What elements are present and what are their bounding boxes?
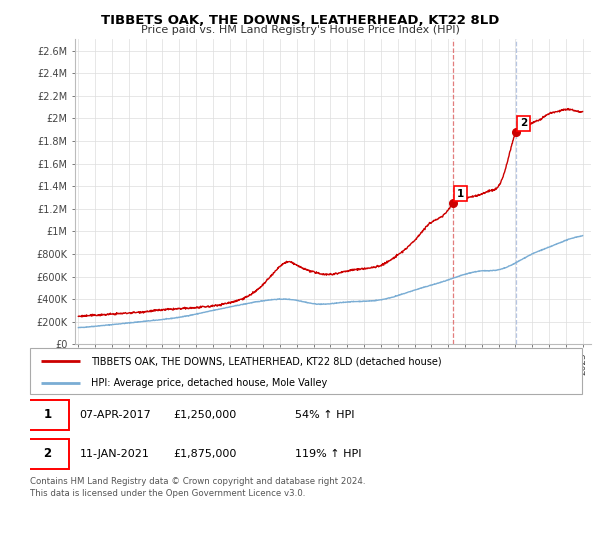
Text: £1,250,000: £1,250,000 <box>173 410 237 419</box>
Text: 54% ↑ HPI: 54% ↑ HPI <box>295 410 355 419</box>
FancyBboxPatch shape <box>27 438 68 469</box>
Text: 07-APR-2017: 07-APR-2017 <box>80 410 151 419</box>
Text: 1: 1 <box>44 408 52 421</box>
Text: TIBBETS OAK, THE DOWNS, LEATHERHEAD, KT22 8LD: TIBBETS OAK, THE DOWNS, LEATHERHEAD, KT2… <box>101 14 499 27</box>
FancyBboxPatch shape <box>30 348 582 394</box>
Text: HPI: Average price, detached house, Mole Valley: HPI: Average price, detached house, Mole… <box>91 378 327 388</box>
Text: 119% ↑ HPI: 119% ↑ HPI <box>295 449 361 459</box>
Text: £1,875,000: £1,875,000 <box>173 449 237 459</box>
Text: Price paid vs. HM Land Registry's House Price Index (HPI): Price paid vs. HM Land Registry's House … <box>140 25 460 35</box>
Text: 2: 2 <box>44 447 52 460</box>
Text: 11-JAN-2021: 11-JAN-2021 <box>80 449 149 459</box>
FancyBboxPatch shape <box>27 399 68 430</box>
Text: 1: 1 <box>457 189 464 199</box>
Text: TIBBETS OAK, THE DOWNS, LEATHERHEAD, KT22 8LD (detached house): TIBBETS OAK, THE DOWNS, LEATHERHEAD, KT2… <box>91 356 442 366</box>
Text: Contains HM Land Registry data © Crown copyright and database right 2024.
This d: Contains HM Land Registry data © Crown c… <box>30 477 365 498</box>
Text: 2: 2 <box>520 118 527 128</box>
